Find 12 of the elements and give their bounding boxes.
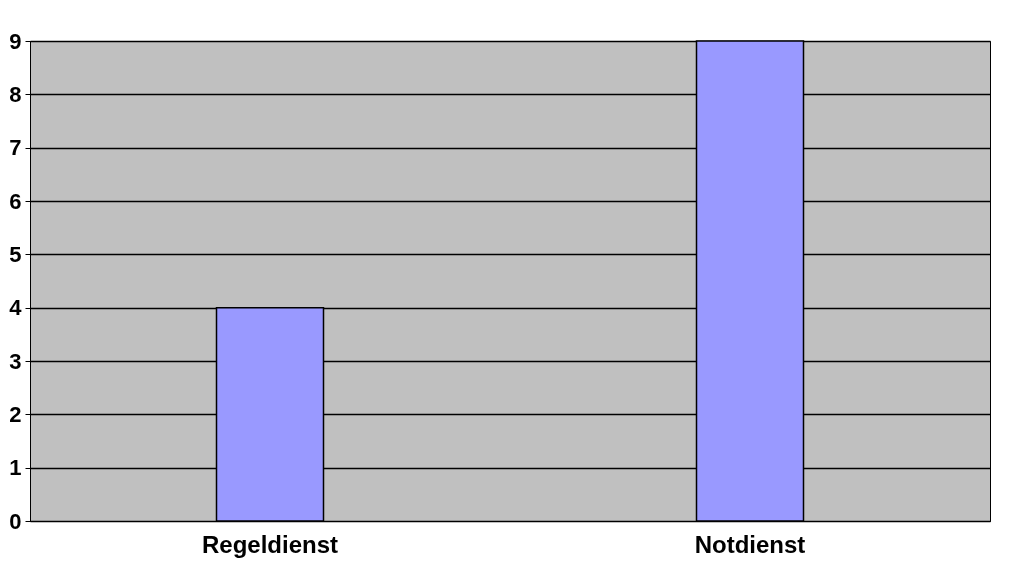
x-tick-label: Regeldienst	[201, 530, 339, 558]
y-tick-label: 0	[9, 508, 22, 534]
y-tick-label: 1	[9, 455, 22, 481]
y-tick-label: 5	[9, 241, 22, 267]
y-tick-label: 9	[9, 28, 22, 54]
y-tick-label: 3	[9, 348, 22, 374]
y-tick-label: 8	[9, 81, 22, 107]
y-tick-label: 2	[9, 401, 22, 427]
y-tick-label: 4	[9, 295, 23, 321]
x-tick-label: Notdienst	[694, 530, 806, 558]
y-tick-label: 7	[9, 135, 22, 161]
y-tick-label: 6	[9, 188, 22, 214]
